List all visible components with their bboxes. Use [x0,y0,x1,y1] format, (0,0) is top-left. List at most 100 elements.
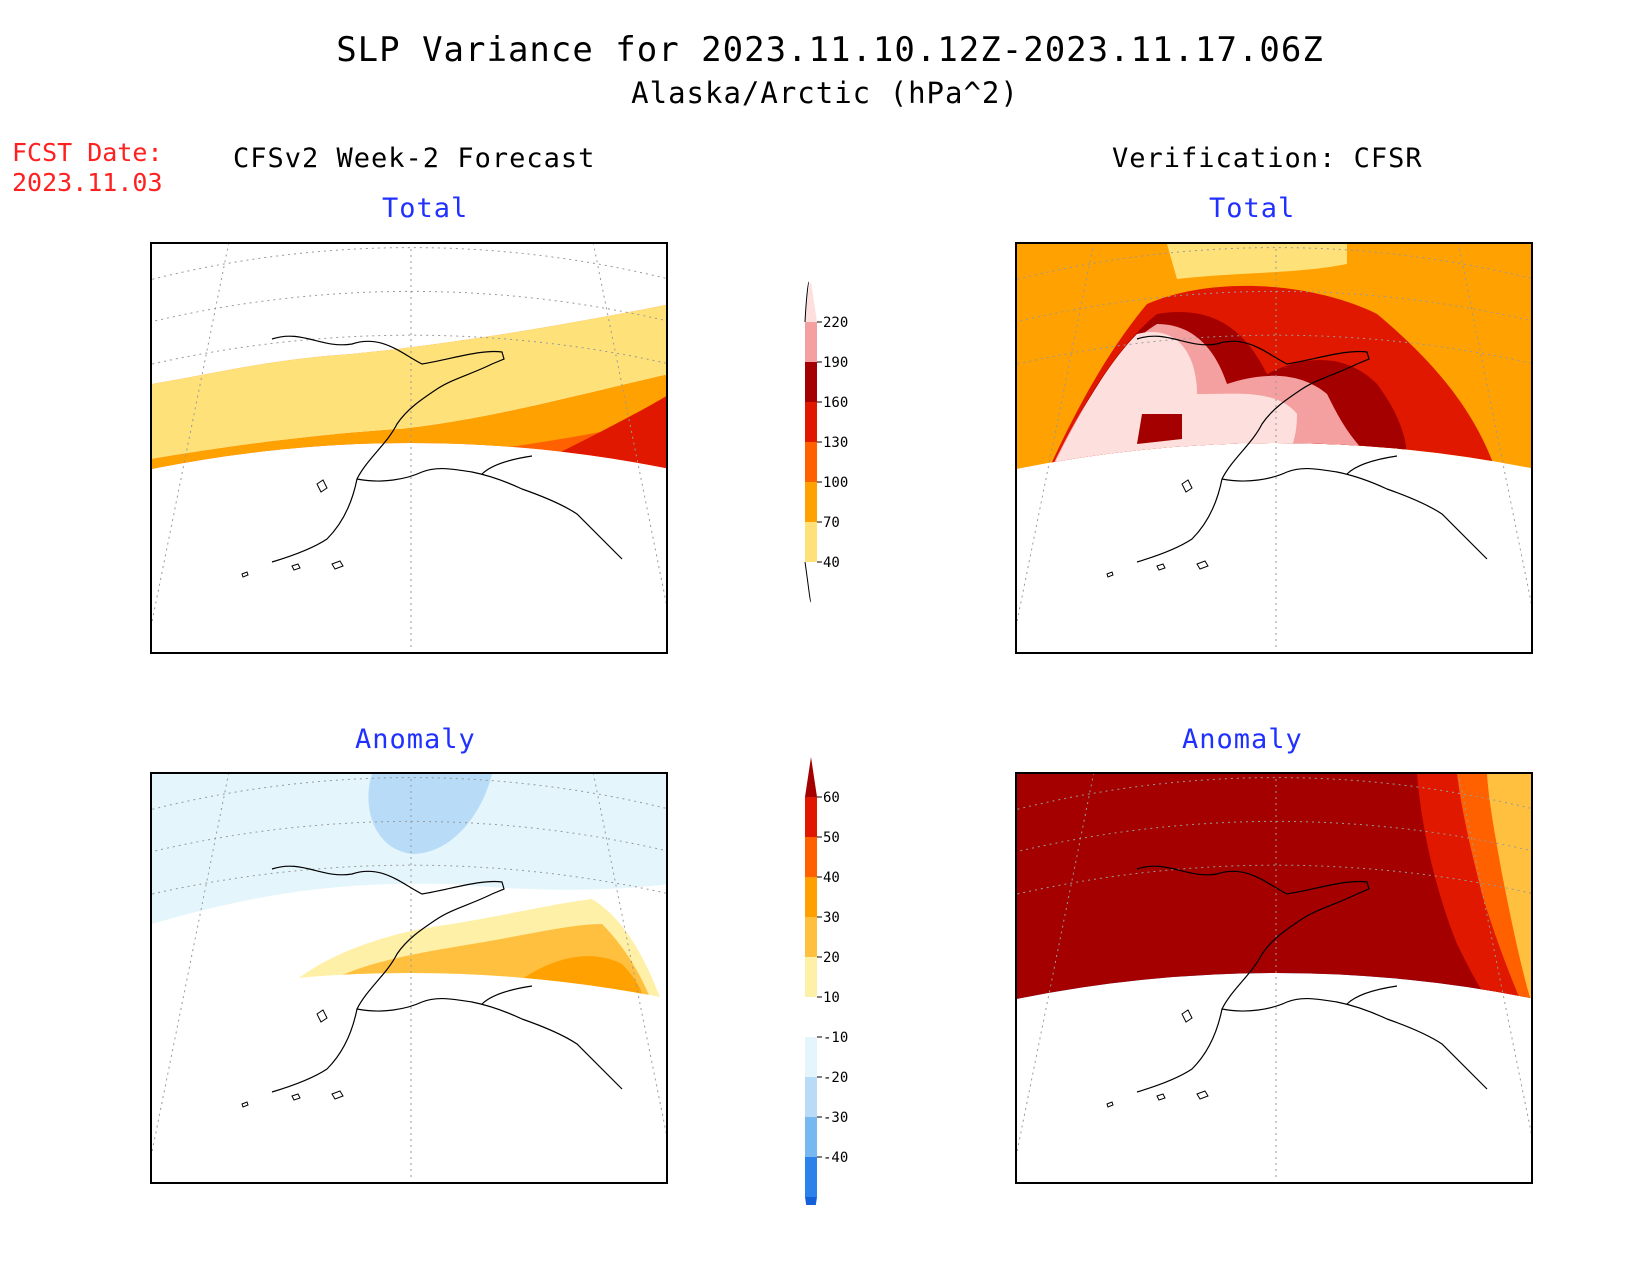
fill-light-orange-east [1487,774,1531,1014]
fill-light-blue-north [368,774,492,854]
island-outlines [1106,1009,1209,1108]
verification-total-title: Total [1209,193,1296,224]
colorbar-top-outline [804,281,810,323]
colorbar-box [805,482,817,522]
coastline [1106,335,1488,578]
fill-red-east [602,992,652,1021]
colorbar-label: 220 [823,315,848,331]
colorbar-bottom-triangle [805,1197,817,1205]
fill-light-blue-band [1017,1119,1533,1158]
colorbar-label: -10 [823,1030,848,1046]
forecast-anomaly-map-svg [152,774,668,1184]
fill-red [524,1028,580,1063]
fill-orange [152,374,666,472]
alaska-coastline [1136,865,1488,1093]
colorbar-label: 60 [823,790,840,806]
fill-mid-blue-sw [172,1096,252,1133]
colorbar-label: -30 [823,1110,848,1126]
forecast-anomaly-title: Anomaly [355,724,476,755]
forecast-column-title: CFSv2 Week-2 Forecast [233,143,596,174]
fill-yellow-top [1167,244,1347,279]
colorbar-top-cap [805,282,817,322]
fill-red-west [152,511,222,546]
fill-white-band [1017,1109,1533,1149]
figure-subtitle: Alaska/Arctic (hPa^2) [631,76,1019,110]
colorbar-bottom-outline [804,561,812,603]
colorbar-label: 130 [823,435,848,451]
island-outlines [241,479,344,578]
fill-yellow-se [1409,519,1531,546]
colorbar-label: -40 [823,1150,848,1166]
colorbar-box [805,402,817,442]
colorbar-top-triangle [805,757,817,797]
fill-dark-orange [1017,495,1531,546]
colorbar-label: 20 [823,950,840,966]
colorbar-box [805,522,817,562]
alaska-coastline [271,335,623,563]
anomaly-colorbar-boxes [805,757,822,1205]
colorbar-box [805,1077,817,1117]
colorbar-box [805,1117,817,1157]
fill-dark-red-spot [1137,414,1182,444]
forecast-total-map-svg [152,244,666,649]
coastline [1106,865,1488,1108]
fill-blue-sw [182,1109,232,1128]
colorbar-label: 190 [823,355,848,371]
island-outlines [241,1009,344,1108]
coastline [241,865,623,1108]
colorbar-label: 70 [823,515,840,531]
fill-dark-orange [510,1011,602,1073]
fill-light-blue-sw [152,1070,295,1076]
colorbar-label: 40 [823,870,840,886]
colorbar-box [805,917,817,957]
fcst-date-value: 2023.11.03 [12,168,163,197]
verification-anomaly-map-svg [1017,774,1533,1184]
colorbar-box [805,997,817,1037]
alaska-coastline [271,865,623,1093]
verification-anomaly-title: Anomaly [1182,724,1303,755]
colorbar-box [805,442,817,482]
figure-title: SLP Variance for 2023.11.10.12Z-2023.11.… [336,30,1324,70]
anomaly-colorbar: 60 50 40 30 20 10 -10 -20 -30 -40 [805,757,848,1205]
total-colorbar-boxes [804,281,822,603]
longitude-line [592,244,666,605]
colorbar-box [805,837,817,877]
fill-dark-orange-band [1017,1074,1531,1076]
forecast-anomaly-map [150,772,668,1184]
fill-white [152,244,666,384]
fcst-date: FCST Date: 2023.11.03 [12,138,163,198]
fill-white-spot [442,979,462,999]
colorbar-label: 160 [823,395,848,411]
fill-deep-blue-south [1077,1169,1337,1184]
colorbar-box [805,322,817,362]
colorbar-label: -20 [823,1070,848,1086]
fill-deep-blue-se [1397,1109,1497,1162]
island-outlines [1106,479,1209,578]
colorbar-box [805,1037,817,1077]
forecast-total-title: Total [382,193,469,224]
colorbar-box [805,362,817,402]
fill-pale-blue-sw [152,1051,340,1076]
colorbar-label: 50 [823,830,840,846]
colorbar-box [805,797,817,837]
colorbar-label: 10 [823,990,840,1006]
fill-dark-red [502,516,612,546]
coastline [241,335,623,578]
colorbar-label: 30 [823,910,840,926]
forecast-total-map [150,242,668,654]
colorbar-label: 100 [823,475,848,491]
verification-anomaly-map [1015,772,1533,1184]
verification-total-map [1015,242,1533,654]
total-colorbar-labels: 220 190 160 130 100 70 40 [823,315,848,571]
longitude-line [592,774,666,1135]
colorbar-box [805,1157,817,1197]
fill-pale-blue-south [402,1094,668,1184]
fill-light-orange-band [1017,1096,1533,1140]
fcst-date-label: FCST Date: [12,138,163,167]
total-colorbar: 220 190 160 130 100 70 40 [804,281,848,603]
verification-column-title: Verification: CFSR [1112,143,1423,174]
colorbar-box [805,957,817,997]
alaska-coastline [1136,335,1488,563]
verification-total-map-svg [1017,244,1531,649]
colorbar-label: 40 [823,555,840,571]
